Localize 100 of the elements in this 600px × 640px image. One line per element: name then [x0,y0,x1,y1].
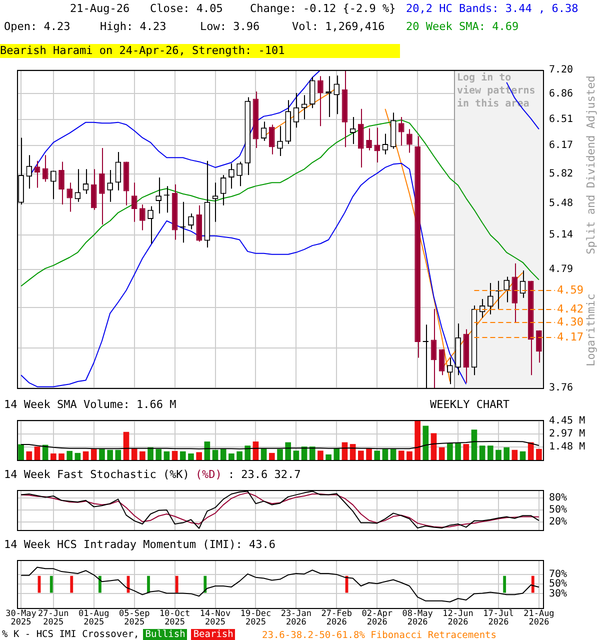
x-tick-label: 21-Aug 2026 [524,608,554,628]
candlestick [34,160,40,188]
bar [34,446,40,460]
y-tick-label: 1.48 M [549,442,586,453]
candlestick [447,357,453,385]
y2-axis-title: Logarithmic [584,294,598,366]
bar [406,451,412,460]
text: : 23.6 32.7 [228,468,301,481]
x-tick-label: 02-Apr 2026 [362,608,392,628]
bar [244,446,251,460]
x-tick-label: 27-Jun 2025 [38,608,69,628]
y-tick-label: 6.17 [549,140,574,152]
bar [430,433,437,460]
x-tick-label: 30-May 2025 [6,608,36,628]
ref-line-label: 4.42 [557,302,584,316]
candlestick [406,128,412,154]
candlestick [220,174,226,206]
text: 23.6-38.2-50-61.8% Fibonacci Retracements [262,629,496,640]
x-tick-label: 14-Nov 2025 [200,608,231,628]
text: Open: 4.23 [4,20,70,33]
x-tick-label: 12-Jun 2026 [442,608,474,628]
bar [374,450,380,460]
bar [366,448,372,460]
bar [131,448,138,460]
bar [123,432,130,460]
candlestick [334,74,340,115]
candlestick [398,116,404,146]
bar [74,452,81,460]
candlestick [90,168,97,210]
bar [268,452,275,460]
y-tick-label: 5.14 [549,230,574,241]
ref-line-label: 4.17 [557,330,584,344]
y-tick-label: 20% [549,516,568,528]
bar [115,450,122,460]
text: % K - HCS IMI Crossover, [2,629,140,640]
bar [309,446,316,460]
y-tick-label: 2.97 M [549,428,586,440]
y-tick-label: 70% [549,569,568,580]
bar [382,449,388,460]
bar [26,451,32,460]
ref-line-label: 4.59 [557,283,584,296]
y-axis-title: Split and Dividend Adjusted [584,76,598,254]
y-tick-label: 50% [549,504,568,516]
bar [536,448,542,460]
bar [18,444,24,460]
y-tick-label: 5.48 [549,198,574,210]
bar [212,450,218,460]
bar [188,453,194,460]
bar [422,426,429,460]
ref-line-label: 4.30 [557,315,584,328]
bar [90,449,97,460]
x-tick-label: 23-Jan 2026 [280,608,312,628]
x-tick-label: 19-Dec 2025 [240,608,272,628]
candlestick [536,330,542,364]
candlestick [228,162,234,190]
y-tick-label: 5.82 [549,168,574,180]
bar [236,451,242,460]
candlestick [260,121,267,142]
y-tick-label: 4.45 M [549,416,586,427]
candlestick [382,133,388,155]
candlestick [82,168,89,194]
chart-title: 14 Week Fast Stochastic (%K) [4,468,190,481]
bar [471,430,478,460]
candlestick [58,161,64,206]
bar [58,453,64,460]
y-tick-label: 4.79 [549,264,574,276]
candlestick [107,169,113,202]
candlestick [293,92,300,128]
text: 20,2 HC Bands: 3.44 , 6.38 [406,2,578,15]
x-tick-label: 08-May 2026 [402,608,433,628]
bar [326,454,332,460]
x-tick-label: 17-Jul 2026 [483,608,514,628]
bar [148,447,154,460]
bar [487,446,494,460]
chart-title: 14 Week HCS Intraday Momentum (IMI): 43.6 [4,538,276,551]
bar [512,450,518,460]
bar [358,450,364,460]
text: High: 4.23 [100,20,166,33]
x-tick-label: 27-Feb 2026 [321,608,352,628]
bar [172,450,178,460]
chart-title: Bearish Harami on 24-Apr-26, Strength: -101 [0,44,400,58]
bar [164,451,170,460]
x-tick-label: 01-Aug 2025 [78,608,110,628]
candlestick [212,182,218,222]
candlestick [268,124,275,155]
candlestick [236,161,242,187]
bar [414,420,420,460]
bar [398,450,404,460]
x-tick-label: 05-Sep 2025 [118,608,150,628]
bar [50,453,56,460]
candlestick [374,127,380,164]
text: Change: -0.12 {-2.9 %} [250,2,396,15]
candlestick [115,151,122,191]
candlestick [277,126,283,156]
bar [390,449,396,460]
bar [528,442,534,460]
bar [504,447,510,460]
bar [99,449,105,460]
text: Vol: 1,269,416 [292,20,385,33]
text: Low: 3.96 [200,20,260,33]
